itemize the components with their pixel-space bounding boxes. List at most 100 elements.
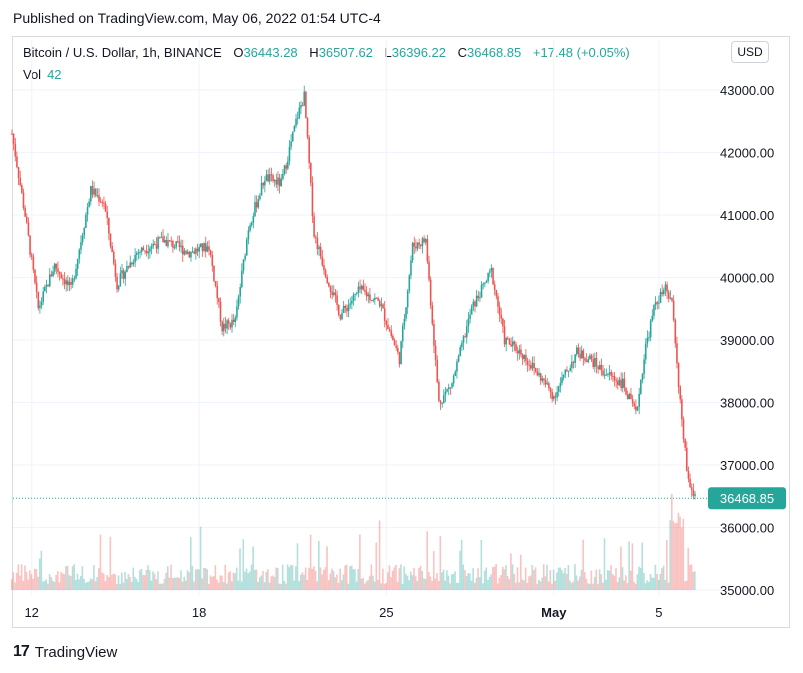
- volume-bar: [352, 569, 355, 590]
- candle-body: [196, 248, 199, 252]
- x-tick-label: 25: [379, 605, 393, 620]
- volume-bar: [17, 564, 20, 590]
- candle-body: [498, 306, 501, 315]
- volume-bar: [598, 569, 601, 590]
- y-tick-label: 38000.00: [720, 396, 774, 411]
- candle-body: [242, 259, 245, 271]
- x-tick-label: 5: [655, 605, 662, 620]
- volume-bar: [641, 542, 644, 590]
- currency-button[interactable]: USD: [731, 41, 769, 63]
- volume-bar: [60, 571, 62, 590]
- volume-bar: [229, 571, 231, 590]
- volume-bar: [111, 574, 113, 590]
- candle-body: [474, 301, 476, 307]
- candle-body: [168, 240, 171, 242]
- volume-bar: [513, 573, 515, 590]
- candle-body: [288, 146, 291, 162]
- candle-body: [452, 375, 455, 384]
- candle-body: [631, 398, 634, 404]
- candle-body: [685, 447, 688, 471]
- candle-body: [661, 291, 663, 295]
- candle-body: [185, 250, 187, 254]
- published-caption: Published on TradingView.com, May 06, 20…: [13, 10, 381, 26]
- volume-bar: [508, 579, 511, 590]
- candle-body: [487, 272, 489, 282]
- candle-body: [14, 143, 17, 157]
- candle-body: [331, 291, 333, 295]
- candle-body: [114, 263, 117, 277]
- volume-bar: [160, 583, 163, 590]
- volume-bar: [122, 582, 125, 590]
- volume-bar: [590, 570, 593, 590]
- candle-body: [58, 271, 61, 275]
- volume-bar: [158, 583, 161, 590]
- candle-body: [378, 300, 381, 307]
- candle-body: [195, 248, 197, 254]
- candle-body: [247, 230, 250, 240]
- volume-bar: [368, 576, 371, 590]
- candle-body: [332, 292, 335, 295]
- candle-body: [428, 261, 430, 280]
- volume-bar: [582, 539, 584, 590]
- candle-body: [431, 305, 434, 324]
- volume-bar: [418, 567, 420, 590]
- candle-body: [158, 237, 161, 239]
- change-value: +17.48 (+0.05%): [532, 45, 630, 60]
- candle-body: [278, 177, 281, 187]
- candle-body: [290, 141, 292, 147]
- candle-body: [556, 392, 558, 398]
- volume-bar: [272, 575, 274, 590]
- volume-bar: [185, 580, 187, 590]
- candle-body: [421, 238, 424, 247]
- candle-body: [154, 243, 156, 245]
- candle-body: [259, 195, 261, 200]
- candle-body: [268, 174, 271, 182]
- volume-bar: [547, 581, 550, 590]
- volume-bar: [148, 570, 151, 590]
- volume-bar: [689, 564, 691, 590]
- candle-body: [48, 274, 51, 287]
- candle-body: [211, 255, 214, 266]
- volume-bar: [37, 576, 39, 590]
- volume-bar: [173, 577, 176, 590]
- candle-body: [152, 243, 154, 247]
- volume-bar: [672, 520, 675, 590]
- volume-bar: [224, 564, 227, 590]
- candle-body: [666, 284, 668, 293]
- candle-body: [83, 228, 86, 236]
- candle-body: [57, 268, 59, 272]
- candle-body: [415, 246, 417, 249]
- volume-bar: [388, 565, 391, 590]
- candle-body: [347, 304, 350, 312]
- candle-body: [589, 355, 591, 359]
- candle-body: [467, 318, 470, 327]
- candle-body: [25, 216, 28, 223]
- volume-bar: [626, 583, 629, 590]
- volume-bar: [260, 575, 263, 590]
- volume-bar: [434, 578, 437, 590]
- candle-body: [180, 245, 182, 248]
- candle-body: [436, 359, 439, 382]
- volume-bar: [501, 566, 504, 590]
- candle-body: [447, 387, 450, 390]
- volume-bar: [40, 550, 43, 590]
- candle-body: [562, 374, 565, 378]
- volume-bar: [380, 583, 383, 590]
- candle-body: [323, 265, 325, 271]
- volume-bar: [91, 579, 94, 590]
- volume-bar: [534, 567, 537, 590]
- candle-body: [493, 284, 496, 290]
- volume-bar: [359, 534, 361, 590]
- volume-bar: [483, 570, 486, 590]
- candle-body: [682, 419, 685, 440]
- candle-body: [401, 325, 404, 342]
- volume-bar: [217, 582, 220, 590]
- tradingview-logo[interactable]: 17 TradingView: [13, 643, 117, 661]
- volume-bar: [620, 546, 622, 590]
- candle-body: [671, 297, 673, 301]
- candle-body: [521, 354, 524, 360]
- volume-bar: [293, 580, 295, 590]
- candle-body: [692, 489, 695, 496]
- candle-body: [201, 243, 204, 251]
